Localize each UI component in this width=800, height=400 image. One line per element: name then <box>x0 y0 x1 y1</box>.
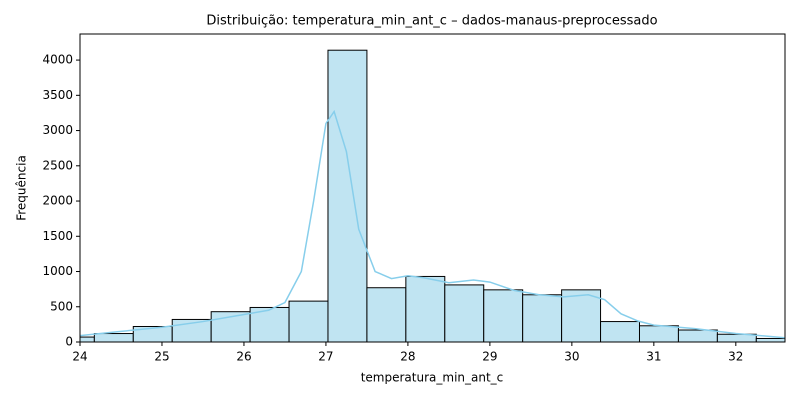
bar <box>80 336 95 342</box>
x-tick-label: 32 <box>728 350 743 364</box>
bar <box>522 294 563 342</box>
x-tick-label: 25 <box>154 350 169 364</box>
bar <box>327 49 368 342</box>
x-tick-label: 31 <box>646 350 661 364</box>
axes-frame <box>79 33 786 343</box>
x-tick-label: 26 <box>236 350 251 364</box>
x-tick-label: 24 <box>72 350 87 364</box>
bar <box>444 284 485 342</box>
x-tick-label: 27 <box>318 350 333 364</box>
bar <box>483 289 524 342</box>
y-tick-label: 3000 <box>42 123 73 137</box>
x-axis-label: temperatura_min_ant_c <box>361 371 504 385</box>
x-tick-label: 30 <box>564 350 579 364</box>
bar <box>366 287 407 342</box>
y-tick-label: 500 <box>50 299 73 313</box>
chart-title: Distribuição: temperatura_min_ant_c – da… <box>206 14 657 29</box>
y-tick-label: 3500 <box>42 88 73 102</box>
y-tick-label: 2000 <box>42 194 73 208</box>
y-tick-label: 1000 <box>42 264 73 278</box>
bar <box>600 321 640 342</box>
bar <box>755 337 785 342</box>
bar <box>249 306 290 342</box>
kde-line <box>80 109 785 339</box>
bar <box>561 289 602 342</box>
bar <box>93 333 134 342</box>
plot-area <box>80 49 785 342</box>
bar <box>405 275 446 342</box>
x-tick-label: 28 <box>400 350 415 364</box>
y-axis-label: Frequência <box>15 155 29 221</box>
bar <box>288 300 329 342</box>
y-tick-label: 4000 <box>42 53 73 67</box>
x-tick-label: 29 <box>482 350 497 364</box>
y-tick-label: 2500 <box>42 158 73 172</box>
bar <box>638 325 679 342</box>
bar <box>677 329 718 342</box>
y-tick-label: 1500 <box>42 229 73 243</box>
y-tick-label: 0 <box>65 335 73 349</box>
